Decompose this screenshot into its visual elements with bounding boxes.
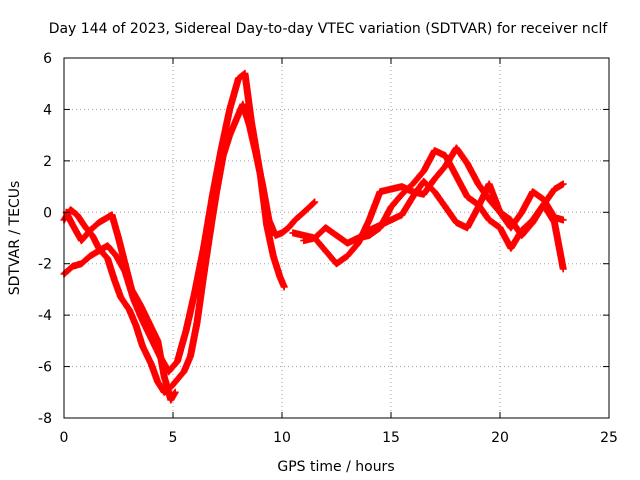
y-tick-label: 2 xyxy=(43,154,52,170)
y-axis-label: SDTVAR / TECUs xyxy=(7,181,23,296)
y-tick-label: -6 xyxy=(38,360,52,376)
y-tick-label: -2 xyxy=(38,257,52,273)
y-tick-label: -8 xyxy=(38,411,52,427)
plot-frame xyxy=(63,57,610,419)
x-tick-label: 5 xyxy=(169,430,178,446)
series-sdtvar-trace-6 xyxy=(354,177,567,242)
x-tick-label: 0 xyxy=(60,430,69,446)
y-tick-label: 4 xyxy=(43,102,52,118)
x-axis-label: GPS time / hours xyxy=(277,459,394,475)
chart-title: Day 144 of 2023, Sidereal Day-to-day VTE… xyxy=(49,21,609,37)
series-markers xyxy=(354,177,567,242)
x-tick-label: 15 xyxy=(382,430,400,446)
y-tick-label: 6 xyxy=(43,51,52,67)
x-tick-label: 25 xyxy=(600,430,618,446)
x-tick-label: 10 xyxy=(273,430,291,446)
x-tick-label: 20 xyxy=(491,430,509,446)
axis-ticks: 0 5 10 15 20 25 -8 -6 -4 -2 0 2 4 6 xyxy=(38,51,618,446)
series-markers xyxy=(62,208,179,404)
y-tick-label: -4 xyxy=(38,308,52,324)
series-sdtvar-trace-3 xyxy=(62,208,179,404)
y-tick-label: 0 xyxy=(43,205,52,221)
data-series xyxy=(60,69,567,404)
